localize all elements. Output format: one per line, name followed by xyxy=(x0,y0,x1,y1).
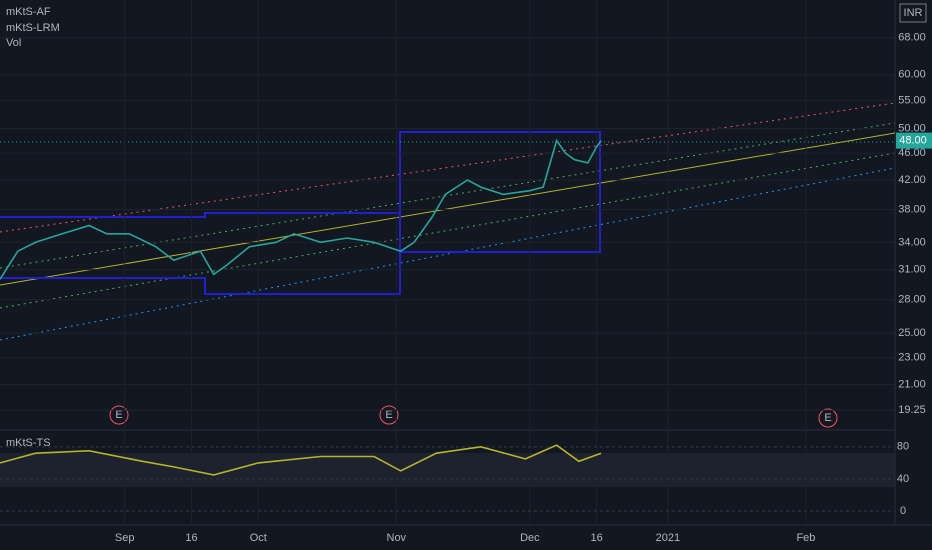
channel-upper xyxy=(0,102,896,233)
earnings-circle[interactable] xyxy=(818,408,838,428)
currency[interactable]: INR xyxy=(904,7,923,19)
last-price-badge xyxy=(896,132,932,149)
y-tick-label: 60.00 xyxy=(898,69,926,81)
earnings-circle[interactable] xyxy=(109,405,129,425)
x-tick-label: 16 xyxy=(591,532,603,544)
x-tick-label: 2021 xyxy=(656,532,680,544)
y-tick-label: 40 xyxy=(897,473,909,485)
legend-item: Vol xyxy=(6,37,21,49)
earnings-label[interactable]: E xyxy=(824,412,831,424)
y-tick-label: 19.25 xyxy=(898,404,926,416)
x-tick-label: Feb xyxy=(796,532,815,544)
legend-item: mKtS-LRM xyxy=(6,22,60,34)
oscillator-title: mKtS-TS xyxy=(6,437,51,449)
y-tick-label: 25.00 xyxy=(898,327,926,339)
y-tick-label: 42.00 xyxy=(898,174,926,186)
range-box xyxy=(0,212,401,295)
x-tick-label: Oct xyxy=(250,532,267,544)
x-tick-label: 16 xyxy=(185,532,197,544)
channel-mid-lower xyxy=(0,152,896,309)
y-tick-label: 31.00 xyxy=(898,264,926,276)
earnings-label[interactable]: E xyxy=(385,409,392,421)
y-tick-label: 21.00 xyxy=(898,378,926,390)
legend-item: mKtS-AF xyxy=(6,6,51,18)
oscillator-band xyxy=(0,453,895,487)
y-tick-label: 23.00 xyxy=(898,352,926,364)
series-line xyxy=(0,444,602,476)
y-tick-label: 38.00 xyxy=(898,203,926,215)
y-tick-label: 68.00 xyxy=(898,32,926,44)
y-tick-label: 28.00 xyxy=(898,294,926,306)
earnings-label[interactable]: E xyxy=(115,409,122,421)
last-price-label: 48.00 xyxy=(899,135,927,147)
currency-box[interactable] xyxy=(899,3,927,23)
y-tick-label: 34.00 xyxy=(898,236,926,248)
x-tick-label: Sep xyxy=(115,532,135,544)
range-box xyxy=(399,131,601,253)
earnings-markers: E E E xyxy=(109,405,838,428)
x-tick-label: Dec xyxy=(520,532,540,544)
y-tick-label: 80 xyxy=(897,441,909,453)
channel-lower xyxy=(0,167,896,341)
y-tick-label: 55.00 xyxy=(898,94,926,106)
y-tick-label: 0 xyxy=(900,505,906,517)
x-tick-label: Nov xyxy=(387,532,407,544)
channel-center xyxy=(0,132,896,286)
y-tick-label: 46.00 xyxy=(898,147,926,159)
series-line xyxy=(0,138,602,280)
y-tick-label: 50.00 xyxy=(898,122,926,134)
earnings-circle[interactable] xyxy=(379,405,399,425)
